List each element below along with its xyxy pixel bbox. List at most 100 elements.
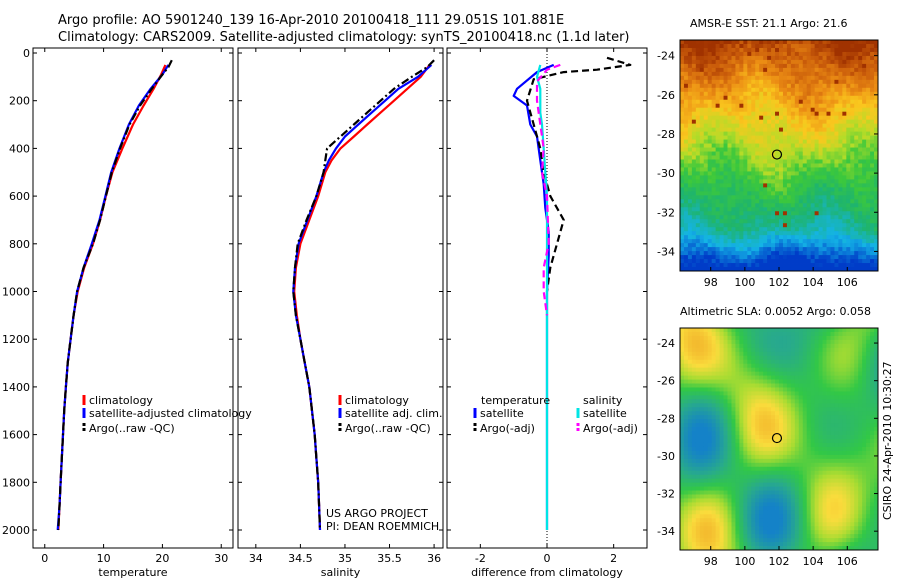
sst-map-cell (723, 127, 728, 132)
sst-map-cell (707, 163, 713, 168)
sla-map-cell (695, 439, 701, 444)
sst-map-cell (719, 55, 724, 61)
sla-map-cell (743, 411, 748, 416)
sla-map-cell (755, 391, 760, 396)
sst-map-cell (826, 255, 831, 260)
sst-map-cell (683, 211, 689, 216)
sst-map-cell (818, 95, 823, 101)
sla-map-cell (707, 454, 713, 460)
sst-map-cell (838, 119, 843, 125)
sst-map-cell (707, 259, 713, 264)
sla-map-cell (759, 335, 764, 341)
sst-map-cell (715, 183, 720, 188)
sla-map-cell (719, 518, 724, 523)
sst-map-cell (798, 63, 804, 69)
sla-map-cell (739, 363, 744, 369)
sst-map-cell (751, 103, 756, 109)
sla-map-cell (683, 387, 689, 392)
sst-map-cell (683, 131, 689, 136)
sla-map-cell (759, 439, 764, 444)
sst-map-cell (683, 203, 689, 208)
sst-map-cell (775, 231, 780, 236)
sst-map-cell (691, 195, 697, 200)
sla-map-cell (763, 462, 768, 468)
sla-map-cell (775, 450, 780, 456)
sst-map-cell (727, 171, 732, 176)
sla-map-cell (683, 490, 689, 495)
sla-map-cell (683, 339, 689, 345)
sla-map-cell (703, 427, 709, 432)
sla-map-cell (771, 482, 776, 487)
sla-map-cell (775, 367, 780, 372)
sla-map-cell (739, 351, 744, 357)
sla-map-cell (695, 474, 701, 480)
sst-map-cell (779, 243, 784, 248)
salinity-series-climatology (293, 64, 431, 531)
sla-map-cell (790, 454, 796, 460)
sla-map-cell (779, 363, 784, 369)
sst-map-cell (687, 167, 693, 172)
sla-map-cell (687, 367, 693, 372)
sla-map-cell (782, 458, 788, 464)
sla-map-cell (691, 399, 697, 404)
sst-map-cell (687, 91, 693, 97)
sst-map-cell (715, 203, 720, 208)
sst-map-cell (719, 159, 724, 164)
sla-map-cell (691, 474, 697, 480)
sst-map-cell (866, 251, 871, 256)
sst-map-cell (846, 159, 851, 164)
sst-map-cell (747, 187, 752, 192)
sla-map-cell (771, 343, 776, 349)
sst-map-cell (680, 235, 685, 240)
sst-map-cell (854, 247, 859, 252)
sst-map-cell (779, 195, 784, 200)
sst-map-cell (747, 207, 752, 212)
sla-map-cell (703, 407, 709, 412)
sla-map-cell (719, 391, 724, 396)
sst-map-cell (850, 183, 855, 188)
sla-map-cell (739, 403, 744, 408)
sst-map-cell (739, 227, 744, 232)
sst-map-cell (707, 103, 713, 109)
sla-map-cell (794, 470, 800, 476)
sst-map-cell (826, 131, 831, 136)
sst-map-cell (790, 203, 796, 208)
sst-map-cell (771, 91, 776, 97)
sst-map-cell (747, 115, 752, 121)
sla-map-cell (771, 359, 776, 365)
sla-map-cell (779, 518, 784, 523)
sla-map-cell (699, 383, 705, 388)
sst-map-cell (866, 187, 871, 192)
sla-map-cell (782, 395, 788, 400)
sla-map-cell (731, 423, 736, 428)
sst-map-cell (715, 111, 720, 117)
sla-map-cell (723, 506, 728, 511)
sla-map-cell (775, 462, 780, 468)
sst-map-cell (798, 143, 804, 148)
sla-map-cell (763, 387, 768, 392)
sst-map-cell (747, 163, 752, 168)
sst-map-cell (763, 115, 768, 121)
sla-map-cell (786, 446, 792, 452)
sst-map-cell (735, 235, 740, 240)
sla-map-cell (739, 375, 744, 380)
sla-map-cell (723, 478, 728, 483)
sla-map-cell (727, 331, 732, 337)
sla-map-cell (786, 510, 792, 515)
sst-map-cell (826, 163, 831, 168)
sst-map-cell (862, 247, 867, 252)
sst-map-cell (866, 239, 871, 244)
sst-map-cell (763, 99, 768, 105)
sla-map-cell (794, 383, 800, 388)
sst-map-cell (687, 163, 693, 168)
sst-map-cell (858, 47, 863, 53)
sla-map-cell (779, 526, 784, 531)
sst-map-cell (806, 171, 812, 176)
sst-map-cell (779, 247, 784, 252)
sst-map-cell (699, 99, 705, 105)
sla-map-cell (755, 375, 760, 380)
sst-map-cell (818, 87, 823, 93)
sla-map-cell (695, 351, 701, 357)
sst-map-cell (687, 223, 693, 228)
sla-map-cell (751, 335, 756, 341)
